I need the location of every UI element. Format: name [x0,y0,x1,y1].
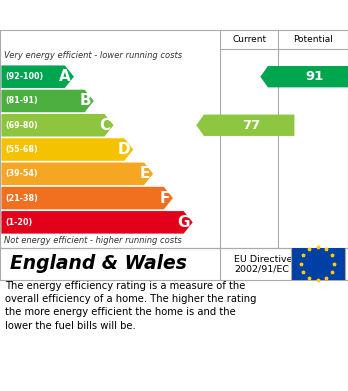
Text: The energy efficiency rating is a measure of the
overall efficiency of a home. T: The energy efficiency rating is a measur… [5,281,257,331]
Text: (39-54): (39-54) [5,169,38,178]
Text: (55-68): (55-68) [5,145,38,154]
Text: B: B [79,93,91,108]
Polygon shape [1,163,153,185]
Text: Not energy efficient - higher running costs: Not energy efficient - higher running co… [4,237,182,246]
Text: Energy Efficiency Rating: Energy Efficiency Rating [10,8,221,23]
Text: C: C [100,118,111,133]
Text: (1-20): (1-20) [5,218,32,227]
Polygon shape [1,211,193,233]
Text: F: F [160,190,170,206]
Text: A: A [60,69,71,84]
Text: Current: Current [232,35,266,44]
Text: Potential: Potential [293,35,333,44]
Polygon shape [1,138,133,161]
Text: 77: 77 [242,119,260,132]
Polygon shape [196,115,294,136]
Text: G: G [177,215,190,230]
Text: D: D [118,142,130,157]
Polygon shape [1,187,173,209]
Text: 2002/91/EC: 2002/91/EC [234,264,289,273]
Text: 91: 91 [306,70,324,83]
Text: (69-80): (69-80) [5,121,38,130]
Text: (21-38): (21-38) [5,194,38,203]
Polygon shape [1,90,94,112]
Text: Very energy efficient - lower running costs: Very energy efficient - lower running co… [4,52,182,61]
Text: EU Directive: EU Directive [234,255,292,264]
Text: (92-100): (92-100) [5,72,44,81]
FancyBboxPatch shape [291,237,345,291]
Polygon shape [1,65,74,88]
Text: (81-91): (81-91) [5,97,38,106]
Text: England & Wales: England & Wales [10,254,187,273]
Polygon shape [1,114,113,136]
Polygon shape [260,66,348,87]
Text: E: E [140,166,150,181]
